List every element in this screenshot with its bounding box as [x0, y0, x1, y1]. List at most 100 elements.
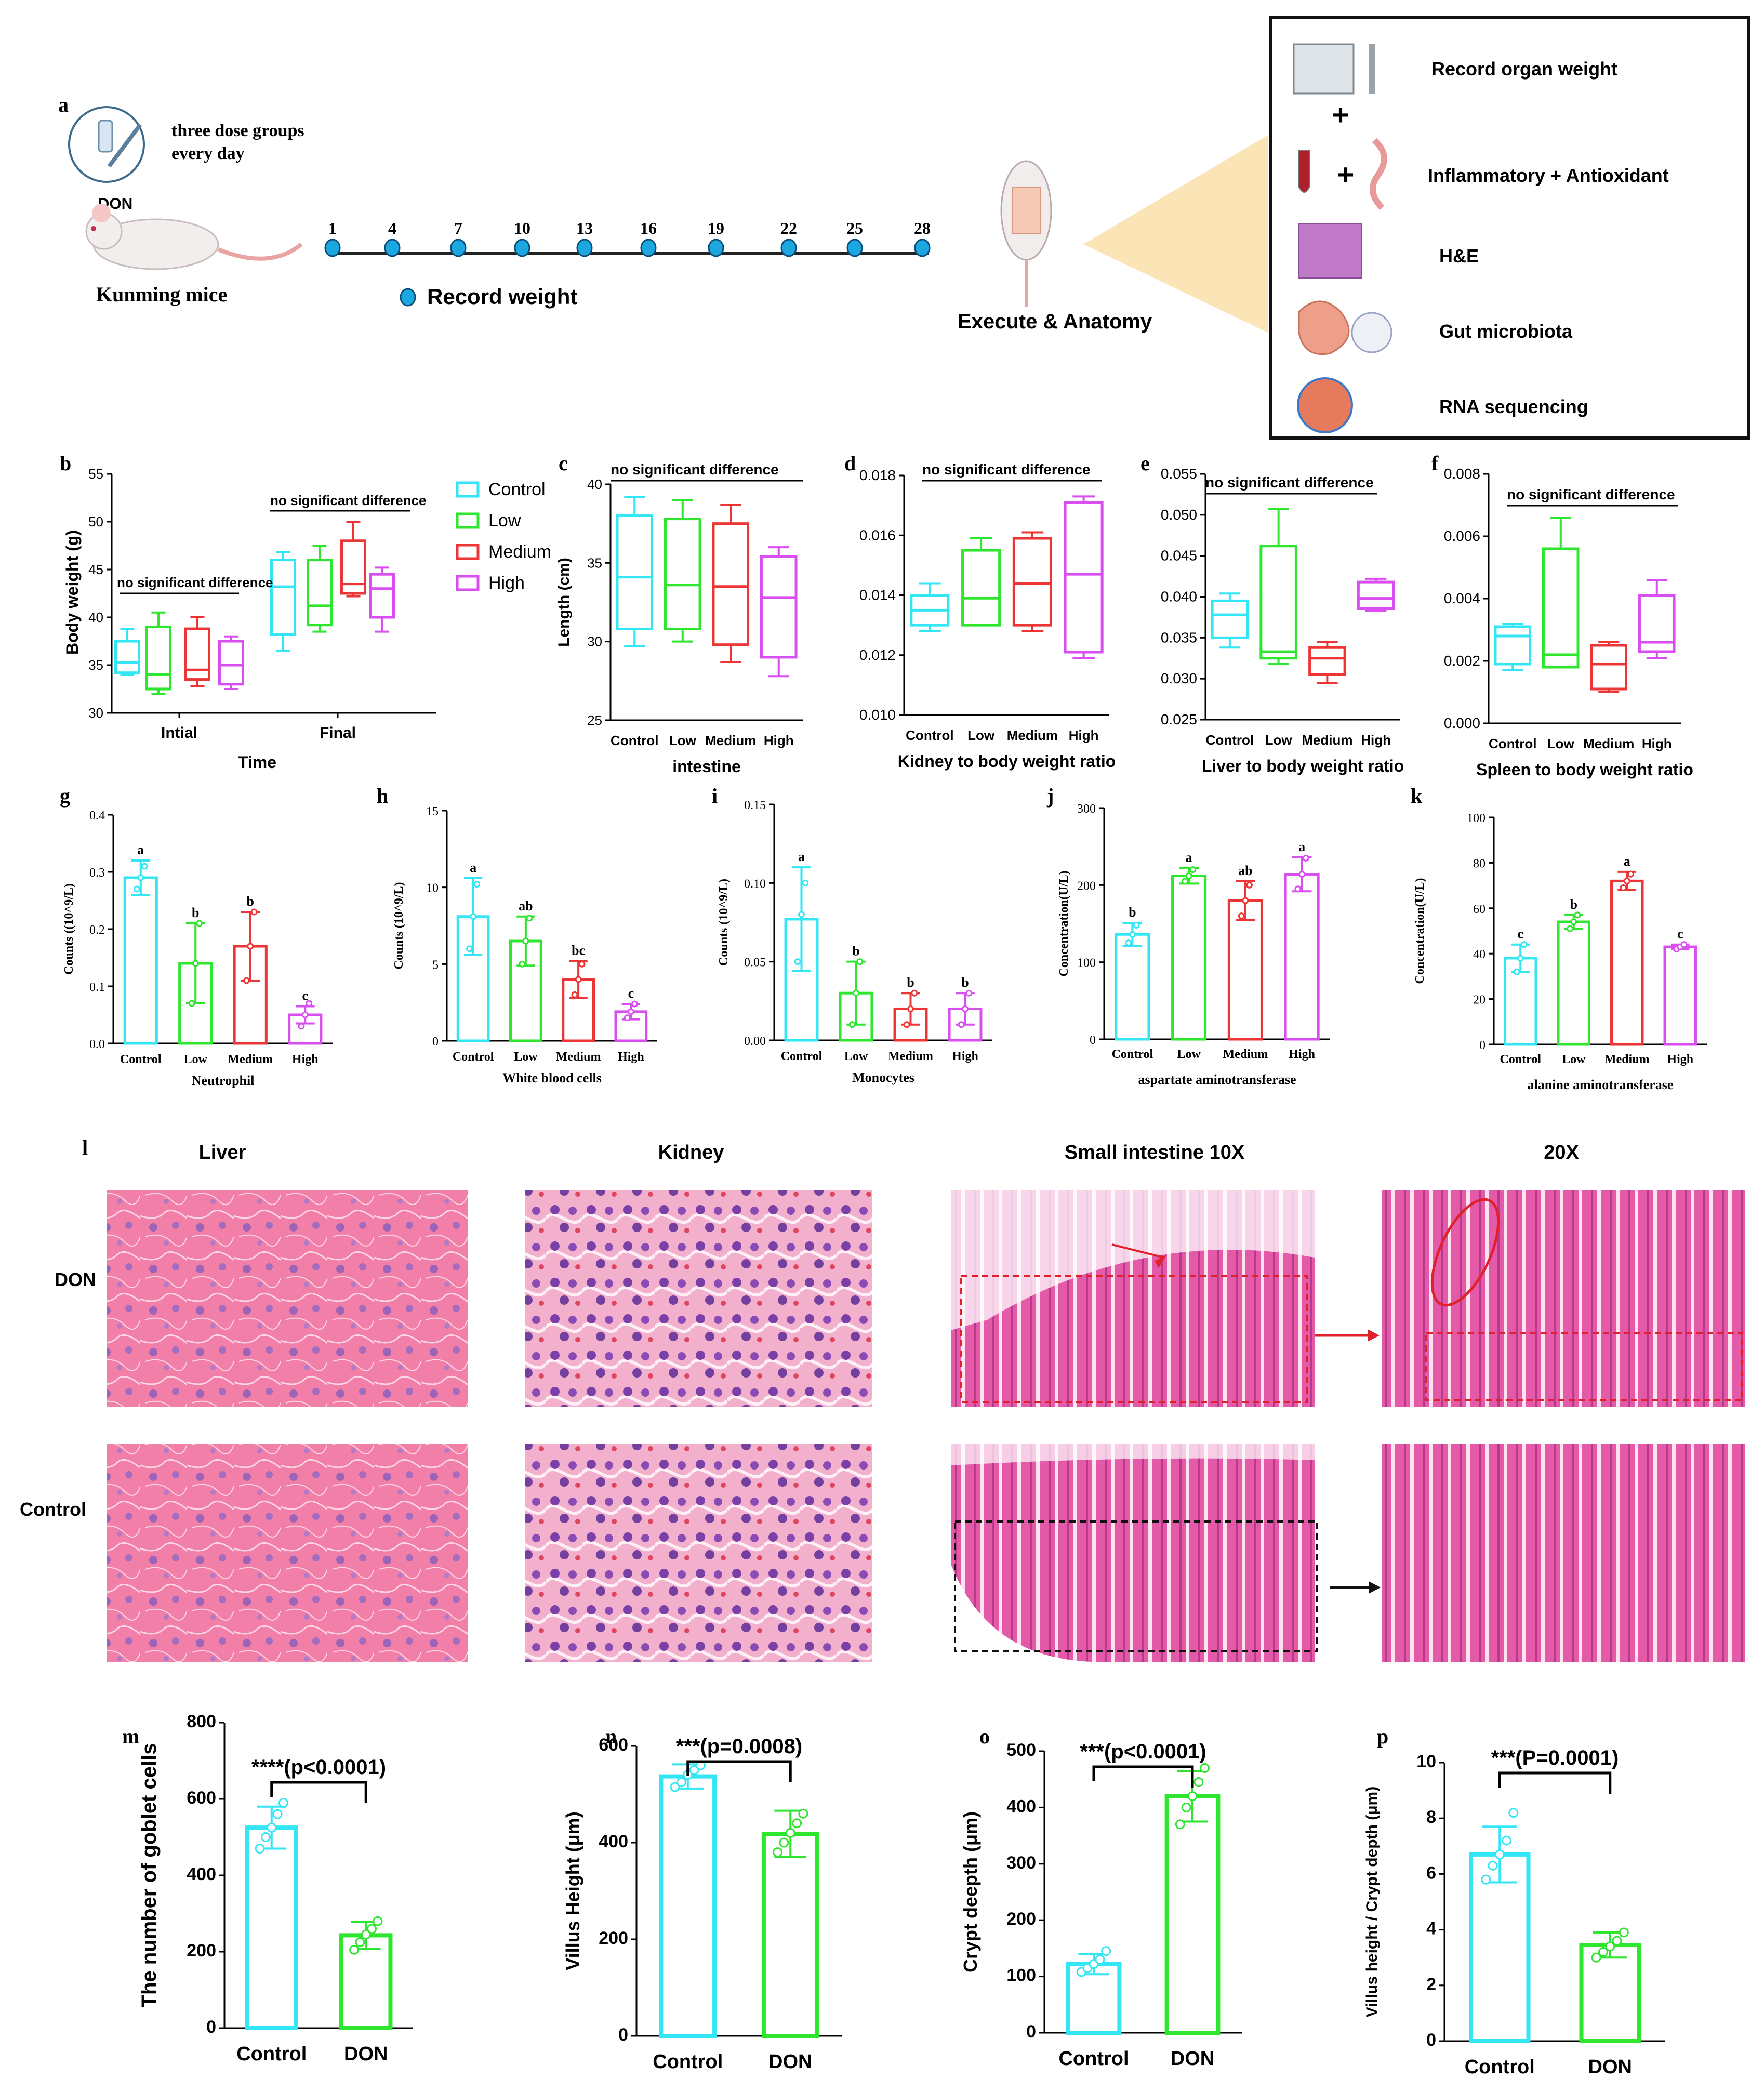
box: [1542, 547, 1580, 669]
y-tick-label: 300: [1077, 802, 1096, 816]
x-tick-label: Control: [781, 1050, 823, 1063]
chart-p: p 0 2 4 6 8 10 Control DON Villus height / Crypt …: [1363, 1725, 1665, 2078]
y-tick-label: 45: [88, 562, 103, 577]
y-tick-label: 400: [1006, 1796, 1036, 1816]
data-point: [1200, 1763, 1210, 1773]
data-point: [1517, 955, 1524, 962]
data-point: [1591, 1952, 1601, 1963]
significance-bracket: [686, 1760, 792, 1782]
execute-label: Execute & Anatomy: [958, 310, 1152, 333]
data-point: [137, 874, 144, 881]
panel-letter: e: [1140, 452, 1150, 475]
x-tick-label: Control: [1500, 1053, 1541, 1066]
y-tick-label: 0.3: [89, 866, 105, 880]
bar: [1284, 873, 1320, 1041]
x-tick-label: DON: [1171, 2048, 1214, 2070]
histology-image: [525, 1444, 872, 1662]
analysis-item-label: RNA sequencing: [1439, 396, 1588, 417]
data-point: [1129, 931, 1136, 938]
data-point: [361, 1929, 371, 1940]
x-tick-label: Low: [1265, 732, 1293, 748]
y-axis-label: Counts (10^9/L): [717, 879, 731, 966]
y-tick-label: 6: [1426, 1863, 1436, 1883]
data-point: [272, 1809, 283, 1819]
zoom-arrowhead: [1368, 1329, 1380, 1342]
y-axis-label: Length (cm): [555, 558, 573, 647]
data-point: [1245, 881, 1253, 889]
zoom-region-box: [954, 1520, 1318, 1652]
significance-label: ****(p<0.0001): [251, 1756, 386, 1779]
data-point: [1125, 939, 1132, 947]
x-tick-label: High: [1069, 727, 1099, 743]
y-tick-label: 500: [1006, 1740, 1036, 1760]
histology-image: [1382, 1190, 1745, 1407]
data-point: [1570, 918, 1577, 925]
y-tick-label: 0.016: [859, 527, 896, 543]
y-tick-label: 0.0: [89, 1038, 105, 1051]
x-tick-label: Medium: [1302, 732, 1352, 748]
x-tick-label: Medium: [1223, 1048, 1268, 1061]
y-tick-label: 0.050: [1161, 507, 1197, 523]
legend-label: Low: [488, 511, 521, 531]
y-tick-label: 200: [1077, 879, 1096, 893]
histology-image: [1382, 1444, 1745, 1662]
y-tick-label: 35: [587, 555, 602, 571]
chart-m: m 0 200 400 600 800 Control DON The number of go…: [122, 1712, 413, 2065]
significance-letter: c: [1517, 927, 1523, 942]
annotation: no significant difference: [922, 461, 1091, 478]
data-point: [1238, 912, 1245, 920]
data-point: [676, 1777, 686, 1788]
panel-letter: o: [979, 1725, 990, 1748]
y-tick-label: 200: [599, 1928, 628, 1948]
data-point: [689, 1765, 699, 1775]
y-tick-label: 0: [1090, 1034, 1096, 1047]
data-point: [133, 885, 140, 893]
data-point: [794, 958, 801, 965]
timeline-day: 25: [846, 219, 863, 237]
x-tick-label: Control: [1465, 2056, 1535, 2078]
timeline-dot: [450, 239, 467, 257]
timeline-day: 4: [388, 219, 396, 237]
y-tick-label: 2: [1426, 1975, 1436, 1994]
data-point: [1488, 1860, 1498, 1871]
x-tick-label: Medium: [705, 733, 756, 748]
x-tick-label: Control: [1112, 1048, 1153, 1061]
data-point: [1294, 885, 1302, 893]
data-point: [1193, 1777, 1204, 1788]
timeline-dot: [576, 239, 593, 257]
data-point: [1187, 1791, 1198, 1802]
data-point: [298, 1023, 305, 1030]
box: [1211, 599, 1249, 639]
dissection-area: [1012, 187, 1041, 234]
inject-text-1: three dose groups: [171, 121, 304, 140]
y-tick-label: 0: [1479, 1039, 1486, 1052]
y-axis-label: Counts ((10^9/L): [62, 883, 76, 975]
significance-letter: b: [907, 975, 914, 990]
data-point: [473, 881, 481, 888]
analysis-item-label: Record organ weight: [1431, 58, 1617, 80]
y-axis-label: Body weight (g): [63, 530, 82, 655]
panel-letter: k: [1411, 784, 1423, 808]
panel-letter: c: [559, 452, 568, 475]
bar: [123, 876, 158, 1045]
histology-row-label: Control: [20, 1499, 86, 1520]
y-tick-label: 0.15: [744, 799, 766, 812]
inject-text-2: every day: [171, 144, 245, 163]
box: [1638, 594, 1676, 653]
x-tick-label: Medium: [556, 1050, 601, 1064]
y-tick-label: 400: [187, 1864, 216, 1884]
y-tick-label: 0.040: [1161, 589, 1197, 605]
bar: [1610, 879, 1644, 1046]
data-point: [785, 1828, 795, 1838]
data-point: [578, 960, 586, 968]
x-axis-label: alanine aminotransferase: [1528, 1077, 1674, 1092]
zoom-arrowhead: [1369, 1581, 1381, 1594]
y-tick-label: 0.4: [89, 809, 105, 823]
legend: Control Low Medium High: [456, 480, 551, 593]
histology-image: [951, 1444, 1315, 1662]
histology-column-title: Kidney: [658, 1142, 724, 1163]
data-point: [196, 920, 203, 927]
y-tick-label: 0.008: [1444, 466, 1480, 482]
x-tick-label: Low: [669, 733, 697, 748]
